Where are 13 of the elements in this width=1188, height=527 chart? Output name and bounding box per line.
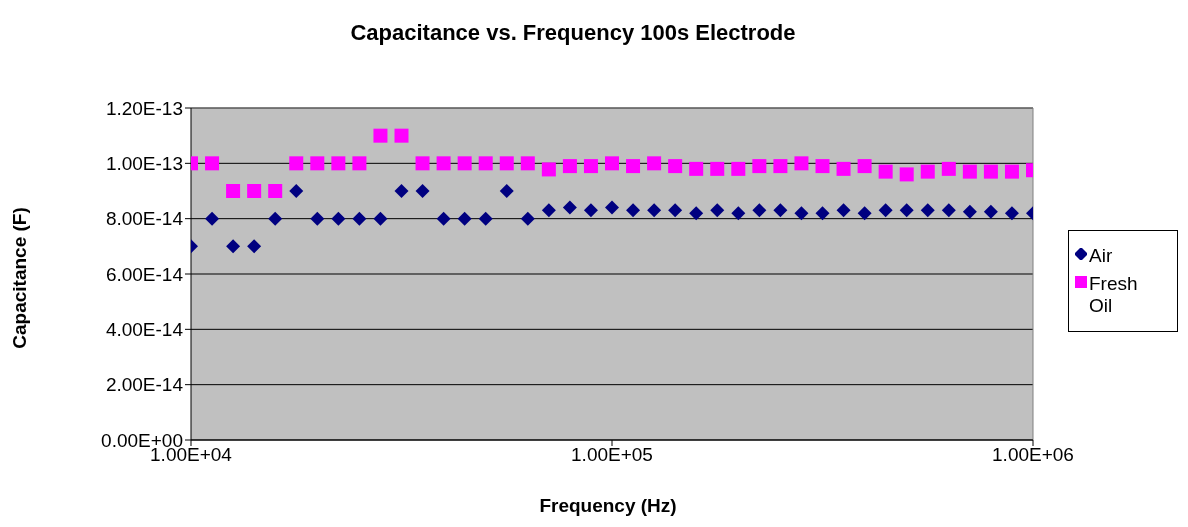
- y-tick-label: 8.00E-14: [105, 208, 184, 230]
- y-tick-label: 6.00E-14: [105, 263, 184, 285]
- y-tick-label: 1.00E-13: [105, 153, 183, 175]
- x-axis-title: Frequency (Hz): [538, 495, 678, 517]
- y-tick-label: 1.20E-13: [105, 97, 183, 119]
- y-axis-title: Capacitance (F): [9, 207, 31, 349]
- legend-label: Air: [1089, 245, 1114, 267]
- y-tick-label: 4.00E-14: [105, 319, 184, 341]
- y-tick-label: 2.00E-14: [105, 374, 184, 396]
- chart-title: Capacitance vs. Frequency 100s Electrode: [349, 20, 797, 46]
- x-tick-label: 1.00E+05: [571, 444, 653, 466]
- legend-label: Fresh Oil: [1089, 273, 1139, 317]
- x-tick-label: 1.00E+06: [992, 444, 1074, 466]
